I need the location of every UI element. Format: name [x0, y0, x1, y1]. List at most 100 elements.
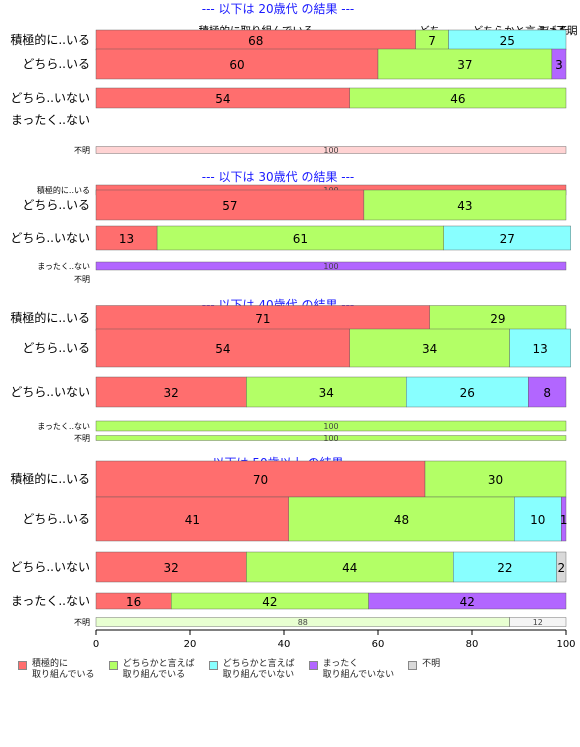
- bar-segment: [368, 592, 567, 610]
- row-label: まったく..ない: [11, 113, 90, 127]
- bar-segment: [377, 48, 553, 80]
- row-label: 積極的に..いる: [10, 471, 90, 486]
- legend-item: どちらかと言えば 取り組んでいない: [208, 659, 295, 681]
- bar-segment: [95, 551, 247, 583]
- bar-row: どちら..いる 54 34 13: [22, 328, 571, 368]
- bar-segment: [246, 376, 407, 408]
- bar-row: まったく..ない: [11, 113, 90, 127]
- legend-label: どちらかと言えば 取り組んでいる: [122, 659, 195, 680]
- data-label: 25: [500, 34, 515, 48]
- x-tick-label: 100: [556, 639, 575, 650]
- bar-segment: [363, 189, 567, 221]
- data-label: 32: [164, 386, 179, 400]
- data-label: 42: [262, 595, 277, 609]
- legend-item: 積極的に 取り組んでいる: [18, 659, 95, 681]
- data-label: 44: [342, 561, 357, 575]
- data-label: 48: [394, 513, 409, 527]
- bar-segment: [156, 225, 445, 251]
- bar-segment: [95, 376, 247, 408]
- bar-segment: [349, 87, 567, 109]
- bar-row: どちら..いない 13 61 27: [10, 225, 571, 251]
- chart-legend: 積極的に 取り組んでいる どちらかと言えば 取り組んでいる どちらかと言えば 取り組…: [18, 659, 440, 681]
- bar-row: まったく..ない 100: [37, 261, 567, 271]
- data-label: 43: [457, 199, 472, 213]
- bar-row: まったく..ない 16 42 42: [11, 592, 567, 610]
- data-label: 16: [126, 595, 141, 609]
- x-tick-label: 60: [372, 639, 385, 650]
- row-label: どちら..いない: [10, 385, 90, 399]
- bar-segment: [95, 496, 289, 542]
- row-label: 不明: [74, 146, 90, 155]
- data-label: 1: [560, 513, 568, 527]
- data-label: 8: [543, 386, 551, 400]
- row-label: 不明: [74, 618, 90, 627]
- bar-row: 積極的に..いる 71 29: [10, 305, 567, 331]
- bar-row: どちら..いる 41 48 10 1: [22, 496, 568, 542]
- row-label: まったく..ない: [37, 262, 90, 271]
- panel-title: --- 以下は 20歳代 の結果 ---: [202, 2, 355, 16]
- data-label: 34: [422, 342, 437, 356]
- bar-row: 積極的に..いる 68 7 25: [10, 29, 567, 51]
- bar-segment: [95, 460, 426, 498]
- bar-row: 不明 100: [74, 434, 567, 443]
- legend-swatch: [408, 661, 418, 670]
- row-label: 積極的に..いる: [10, 310, 90, 325]
- bar-row: どちら..いる 60 37 3: [22, 48, 567, 80]
- bar-segment: [429, 305, 567, 331]
- row-label: どちら..いる: [22, 341, 90, 355]
- bar-segment: [509, 617, 567, 627]
- data-label: 3: [555, 58, 563, 72]
- data-label: 68: [248, 34, 263, 48]
- data-label: 100: [323, 434, 338, 443]
- bar-segment: [95, 435, 567, 441]
- bar-row: どちら..いない 32 34 26 8: [10, 376, 567, 408]
- bar-segment: [95, 420, 567, 432]
- data-label: 30: [488, 473, 503, 487]
- x-tick-label: 40: [278, 639, 291, 650]
- bar-row: どちら..いない 32 44 22 2: [10, 551, 567, 583]
- panel-title: --- 以下は 30歳代 の結果 ---: [202, 170, 355, 184]
- bar-segment: [95, 225, 158, 251]
- data-label: 29: [490, 312, 505, 326]
- row-label: どちら..いる: [22, 512, 90, 526]
- bar-row: 積極的に..いる 70 30: [10, 460, 567, 498]
- legend-item: まったく 取り組んでいない: [308, 659, 394, 681]
- data-label: 61: [293, 232, 308, 246]
- bar-row: まったく..ない 100: [37, 420, 567, 432]
- row-label: まったく..ない: [11, 594, 90, 608]
- bar-segment: [95, 189, 365, 221]
- data-label: 32: [164, 561, 179, 575]
- bar-segment: [443, 225, 571, 251]
- bar-segment: [95, 261, 567, 271]
- panel-4: --- 以下は 50歳以上 の結果 ---積極的に..いる7030どちら..いる…: [10, 456, 567, 627]
- data-label: 57: [222, 199, 237, 213]
- x-tick-label: 80: [466, 639, 479, 650]
- data-label: 37: [457, 58, 472, 72]
- x-axis: 0 20 40 60 80 100: [93, 629, 576, 650]
- bar-segment: [561, 496, 567, 542]
- x-tick-label: 20: [184, 639, 197, 650]
- data-label: 13: [533, 342, 548, 356]
- data-label: 27: [500, 232, 515, 246]
- row-label: どちら..いない: [10, 91, 90, 105]
- legend-label: どちらかと言えば 取り組んでいない: [222, 659, 295, 680]
- data-label: 13: [119, 232, 134, 246]
- row-label: どちら..いる: [22, 198, 90, 212]
- legend-swatch: [208, 661, 218, 670]
- data-label: 34: [319, 386, 334, 400]
- legend-item: どちらかと言えば 取り組んでいる: [108, 659, 195, 681]
- data-label: 71: [255, 312, 270, 326]
- data-label: 12: [533, 618, 543, 627]
- bar-segment: [288, 496, 515, 542]
- data-label: 2: [557, 561, 565, 575]
- row-label: どちら..いる: [22, 57, 90, 71]
- bar-row: どちら..いない 54 46: [10, 87, 567, 109]
- bar-segment: [528, 376, 567, 408]
- bar-segment: [514, 496, 562, 542]
- data-label: 54: [215, 342, 230, 356]
- row-label: 不明: [74, 275, 90, 284]
- bar-segment: [349, 328, 510, 368]
- row-label: どちら..いない: [10, 231, 90, 245]
- bar-segment: [246, 551, 454, 583]
